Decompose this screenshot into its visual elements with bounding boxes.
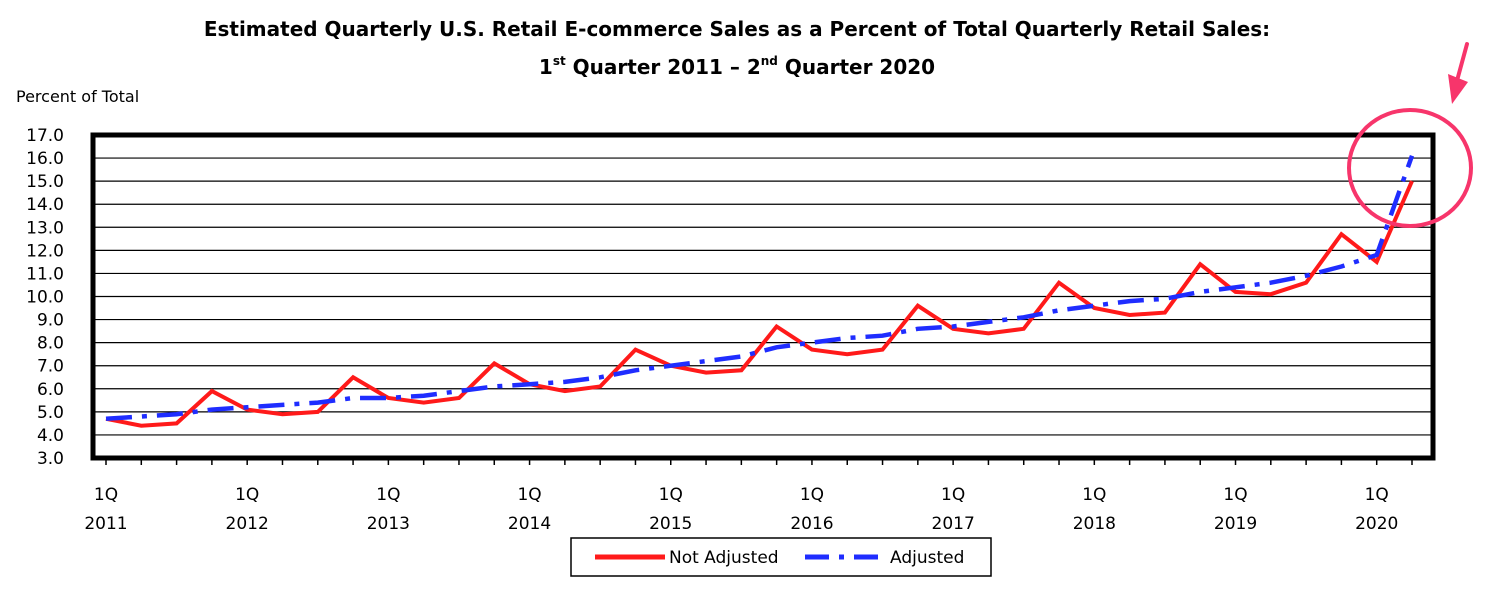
series-line-adjusted [105, 155, 1415, 422]
chart-title-line1: Estimated Quarterly U.S. Retail E-commer… [204, 17, 1270, 41]
y-tick-label: 4.0 [37, 426, 64, 446]
legend: Not Adjusted Adjusted [570, 537, 992, 577]
x-tick-label-year: 2016 [790, 514, 833, 534]
y-tick-label: 5.0 [37, 403, 64, 423]
x-tick-label-quarter: 1Q [235, 485, 259, 505]
y-tick-label: 13.0 [26, 218, 64, 238]
x-tick-label-year: 2017 [932, 514, 975, 534]
y-tick-label: 17.0 [26, 126, 64, 146]
x-tick-label-year: 2011 [84, 514, 127, 534]
arrow-icon [1448, 74, 1468, 104]
series-lines [105, 155, 1415, 428]
gridlines [93, 157, 1433, 436]
y-tick-label: 15.0 [26, 172, 64, 192]
x-tick-label-quarter: 1Q [517, 485, 541, 505]
y-tick-label: 12.0 [26, 241, 64, 261]
x-tick-label-year: 2013 [367, 514, 410, 534]
x-tick-label-quarter: 1Q [1082, 485, 1106, 505]
y-tick-label: 9.0 [37, 311, 64, 331]
highlight-circle [1347, 108, 1473, 228]
legend-label-adjusted: Adjusted [890, 548, 964, 568]
x-tick-label-quarter: 1Q [1365, 485, 1389, 505]
y-tick-label: 11.0 [26, 264, 64, 284]
x-tick-label-quarter: 1Q [376, 485, 400, 505]
y-tick-label: 7.0 [37, 357, 64, 377]
highlight-annotation [1347, 42, 1473, 228]
y-tick-label: 3.0 [37, 449, 64, 469]
x-axis-ticks: 1Q 2011 1Q 2012 1Q 2013 1Q 2014 1Q 2015 1Q 2016 1Q 20… [84, 458, 1413, 534]
y-tick-label: 16.0 [26, 149, 64, 169]
y-tick-label: 6.0 [37, 380, 64, 400]
x-tick-label-year: 2012 [226, 514, 269, 534]
x-tick-label-year: 2019 [1214, 514, 1257, 534]
legend-label-not-adjusted: Not Adjusted [669, 548, 779, 568]
x-tick-label-year: 2015 [649, 514, 692, 534]
x-tick-label-quarter: 1Q [1223, 485, 1247, 505]
x-tick-label-year: 2018 [1073, 514, 1116, 534]
x-tick-label-quarter: 1Q [659, 485, 683, 505]
x-tick-label-quarter: 1Q [941, 485, 965, 505]
x-tick-label-year: 2020 [1355, 514, 1398, 534]
y-tick-label: 8.0 [37, 334, 64, 354]
series-line-not-adjusted [105, 180, 1414, 428]
y-tick-label: 14.0 [26, 195, 64, 215]
y-tick-label: 10.0 [26, 288, 64, 308]
x-tick-label-quarter: 1Q [800, 485, 824, 505]
x-tick-label-quarter: 1Q [94, 485, 118, 505]
plot-frame [90, 132, 1436, 461]
x-tick-label-year: 2014 [508, 514, 551, 534]
y-axis-label: Percent of Total [16, 87, 139, 106]
chart-title-line2: 1st Quarter 2011 – 2nd Quarter 2020 [539, 54, 935, 79]
y-axis-ticks: 3.0 4.0 5.0 6.0 7.0 8.0 9.0 10.0 11.0 12.0 13.0 14.… [26, 126, 64, 469]
